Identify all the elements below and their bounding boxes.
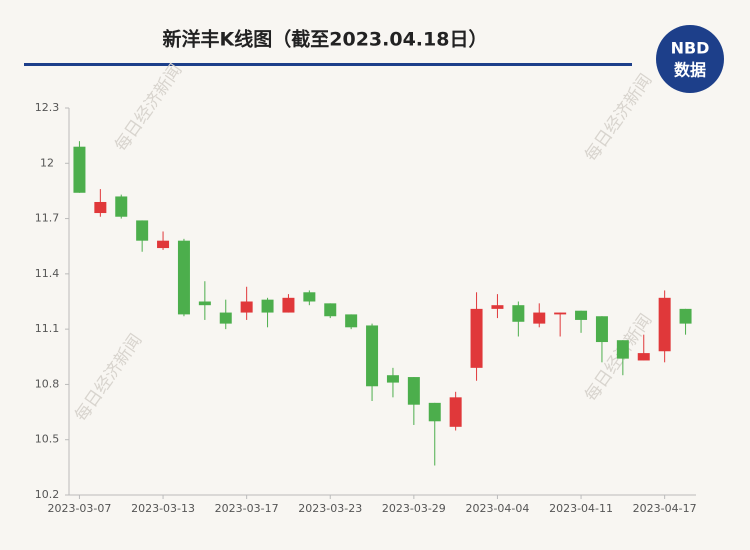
candle-body — [386, 375, 399, 383]
candle-body — [658, 297, 671, 352]
x-tick-label: 2023-03-17 — [215, 502, 279, 515]
x-tick-label: 2023-03-13 — [131, 502, 195, 515]
candle-body — [94, 201, 107, 214]
y-tick-label: 12 — [40, 156, 54, 169]
logo-top: NBD — [671, 39, 710, 58]
candle-body — [491, 305, 504, 309]
candle-body — [219, 312, 232, 324]
watermark: 每日经济新闻 — [71, 330, 146, 425]
candle-body — [575, 310, 588, 320]
y-tick-label: 12.3 — [35, 101, 60, 114]
candle-body — [261, 299, 274, 313]
candle-body — [303, 292, 316, 302]
x-tick-label: 2023-04-11 — [549, 502, 613, 515]
x-tick-label: 2023-04-17 — [633, 502, 697, 515]
logo — [656, 25, 724, 93]
candle-body — [115, 196, 128, 217]
candle-body — [157, 240, 170, 249]
y-tick-label: 10.2 — [35, 488, 60, 501]
x-tick-label: 2023-03-23 — [298, 502, 362, 515]
candle-body — [512, 305, 525, 322]
x-tick-label: 2023-03-29 — [382, 502, 446, 515]
chart-title: 新洋丰K线图（截至2023.04.18日） — [163, 28, 488, 51]
candle-body — [198, 301, 211, 306]
y-tick-label: 10.8 — [35, 377, 60, 390]
candle-body — [533, 312, 546, 324]
watermark: 每日经济新闻 — [581, 70, 656, 165]
candle-body — [177, 240, 190, 315]
watermark: 每日经济新闻 — [111, 60, 186, 155]
title-rule — [24, 63, 632, 66]
y-tick-label: 11.7 — [35, 212, 60, 225]
candle-body — [637, 353, 650, 361]
candle-body — [616, 340, 629, 359]
y-tick-label: 10.5 — [35, 433, 60, 446]
candle-body — [324, 303, 337, 317]
candle-body — [345, 314, 358, 328]
y-tick-label: 11.4 — [35, 267, 60, 280]
candle-body — [73, 146, 86, 193]
candle-body — [554, 312, 567, 315]
x-tick-label: 2023-04-04 — [465, 502, 529, 515]
candle-body — [470, 308, 483, 368]
candle-body — [407, 377, 420, 405]
candle-body — [136, 220, 149, 241]
candle-body — [240, 301, 253, 313]
candle-body — [449, 397, 462, 427]
candle-body — [282, 297, 295, 313]
candle-body — [366, 325, 379, 387]
candle-body — [595, 316, 608, 343]
y-tick-label: 11.1 — [35, 322, 60, 335]
candle-body — [679, 308, 692, 324]
x-tick-label: 2023-03-07 — [47, 502, 111, 515]
candle-body — [428, 402, 441, 422]
logo-bottom: 数据 — [674, 61, 706, 80]
